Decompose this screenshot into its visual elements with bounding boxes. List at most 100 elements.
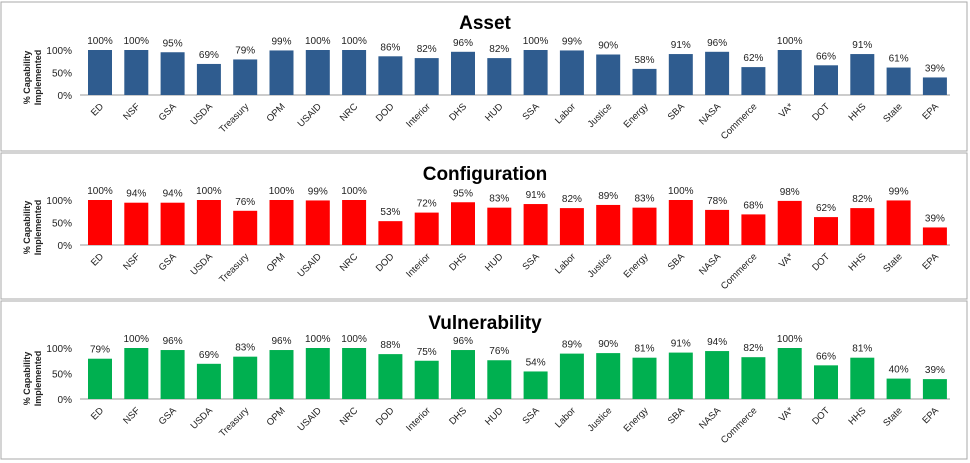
bar-OPM bbox=[269, 350, 294, 399]
data-label: 99% bbox=[271, 36, 291, 47]
bar-NSF bbox=[124, 348, 149, 399]
bar-ED bbox=[88, 200, 112, 245]
data-label: 99% bbox=[308, 186, 328, 197]
y-axis-label: % CapabilityImplemented bbox=[22, 200, 43, 256]
chart-panel-vulnerability: Vulnerability % CapabilityImplemented 0% 50… bbox=[0, 300, 968, 460]
bar-DOT bbox=[814, 365, 838, 399]
data-label: 68% bbox=[743, 200, 763, 211]
data-label: 76% bbox=[489, 346, 509, 357]
data-label: 100% bbox=[305, 334, 331, 345]
data-label: 90% bbox=[598, 41, 618, 52]
y-tick-label: 100% bbox=[46, 196, 72, 207]
bar-Energy bbox=[632, 357, 657, 399]
data-label: 39% bbox=[925, 365, 945, 376]
bar-Treasury bbox=[233, 356, 258, 399]
data-label: 82% bbox=[489, 44, 509, 55]
y-axis-label: % CapabilityImplemented bbox=[22, 351, 43, 407]
bar-USAID bbox=[305, 50, 330, 95]
y-tick-label: 0% bbox=[58, 395, 73, 406]
chart-panel-asset: Asset % CapabilityImplemented 0% 50% 100% 100… bbox=[0, 1, 968, 152]
data-label: 83% bbox=[489, 194, 509, 205]
data-label: 83% bbox=[634, 194, 654, 205]
bar-HUD bbox=[487, 58, 512, 95]
bar-DOD bbox=[378, 354, 403, 399]
chart-title: Configuration bbox=[423, 164, 548, 185]
bar-Labor bbox=[559, 50, 584, 95]
data-label: 76% bbox=[235, 197, 255, 208]
data-label: 79% bbox=[90, 345, 110, 356]
data-label: 100% bbox=[124, 334, 150, 345]
data-label: 100% bbox=[668, 186, 694, 197]
bar-USAID bbox=[305, 348, 330, 399]
data-label: 79% bbox=[235, 45, 255, 56]
data-label: 81% bbox=[852, 344, 872, 355]
data-label: 100% bbox=[341, 186, 367, 197]
data-label: 91% bbox=[671, 339, 691, 350]
y-tick-label: 50% bbox=[52, 219, 72, 230]
bar-Energy bbox=[632, 68, 657, 95]
bar-DOT bbox=[814, 65, 838, 95]
data-label: 89% bbox=[598, 191, 618, 202]
data-label: 72% bbox=[417, 199, 437, 210]
bar-HUD bbox=[487, 360, 512, 399]
y-axis-label-line: % Capability bbox=[22, 201, 32, 255]
bar-USDA bbox=[196, 363, 221, 399]
bar-Justice bbox=[596, 353, 621, 399]
data-label: 100% bbox=[341, 36, 367, 47]
data-label: 82% bbox=[562, 194, 582, 205]
y-axis-label-line: % Capability bbox=[22, 352, 32, 406]
data-label: 96% bbox=[707, 38, 727, 49]
data-label: 82% bbox=[743, 343, 763, 354]
bar-USAID bbox=[305, 200, 330, 245]
data-label: 75% bbox=[417, 347, 437, 358]
bar-State bbox=[886, 200, 911, 245]
data-label: 99% bbox=[889, 186, 909, 197]
y-tick-label: 100% bbox=[46, 344, 72, 355]
data-label: 96% bbox=[163, 336, 183, 347]
data-label: 100% bbox=[305, 36, 331, 47]
data-label: 96% bbox=[453, 336, 473, 347]
bar-ED bbox=[88, 358, 112, 399]
chart-title: Asset bbox=[459, 13, 511, 34]
data-label: 89% bbox=[562, 340, 582, 351]
bar-Energy bbox=[632, 207, 657, 245]
bar-Treasury bbox=[233, 210, 258, 245]
y-tick-label: 0% bbox=[58, 241, 73, 252]
bar-VA* bbox=[777, 348, 802, 399]
data-label: 96% bbox=[453, 38, 473, 49]
data-label: 90% bbox=[598, 339, 618, 350]
data-label: 98% bbox=[780, 187, 800, 198]
data-label: 39% bbox=[925, 63, 945, 74]
data-label: 100% bbox=[124, 36, 150, 47]
y-axis-label-line: Implemented bbox=[33, 351, 43, 407]
bar-NASA bbox=[705, 51, 730, 95]
bar-DOT bbox=[814, 217, 838, 245]
data-label: 100% bbox=[87, 186, 113, 197]
bar-NRC bbox=[342, 200, 367, 245]
bar-DHS bbox=[451, 202, 475, 245]
bar-EPA bbox=[922, 227, 947, 245]
bar-USDA bbox=[196, 63, 221, 95]
data-label: 86% bbox=[380, 42, 400, 53]
y-axis-label-line: Implemented bbox=[33, 50, 43, 106]
data-label: 94% bbox=[707, 337, 727, 348]
data-label: 100% bbox=[196, 186, 222, 197]
bar-Labor bbox=[559, 353, 584, 399]
chart-panel-configuration: Configuration % CapabilityImplemented 0% 50… bbox=[0, 152, 968, 300]
bar-Commerce bbox=[741, 357, 766, 399]
bar-OPM bbox=[269, 50, 294, 95]
bar-Justice bbox=[596, 204, 621, 245]
bar-SSA bbox=[523, 371, 548, 399]
bar-Commerce bbox=[741, 214, 766, 245]
data-label: 53% bbox=[380, 207, 400, 218]
bar-NASA bbox=[705, 209, 730, 245]
bar-Interior bbox=[414, 212, 439, 245]
bar-Labor bbox=[559, 208, 584, 245]
data-label: 66% bbox=[816, 351, 836, 362]
bar-Justice bbox=[596, 54, 621, 95]
y-tick-label: 100% bbox=[46, 46, 72, 57]
bar-GSA bbox=[160, 52, 185, 95]
y-axis-label-line: % Capability bbox=[22, 51, 32, 105]
bar-Interior bbox=[414, 360, 439, 399]
